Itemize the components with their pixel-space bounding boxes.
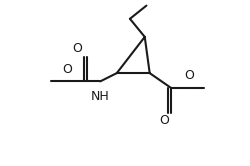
Text: O: O (159, 114, 169, 127)
Text: O: O (72, 42, 82, 55)
Text: O: O (62, 63, 72, 76)
Text: NH: NH (91, 90, 110, 103)
Text: O: O (184, 69, 194, 82)
